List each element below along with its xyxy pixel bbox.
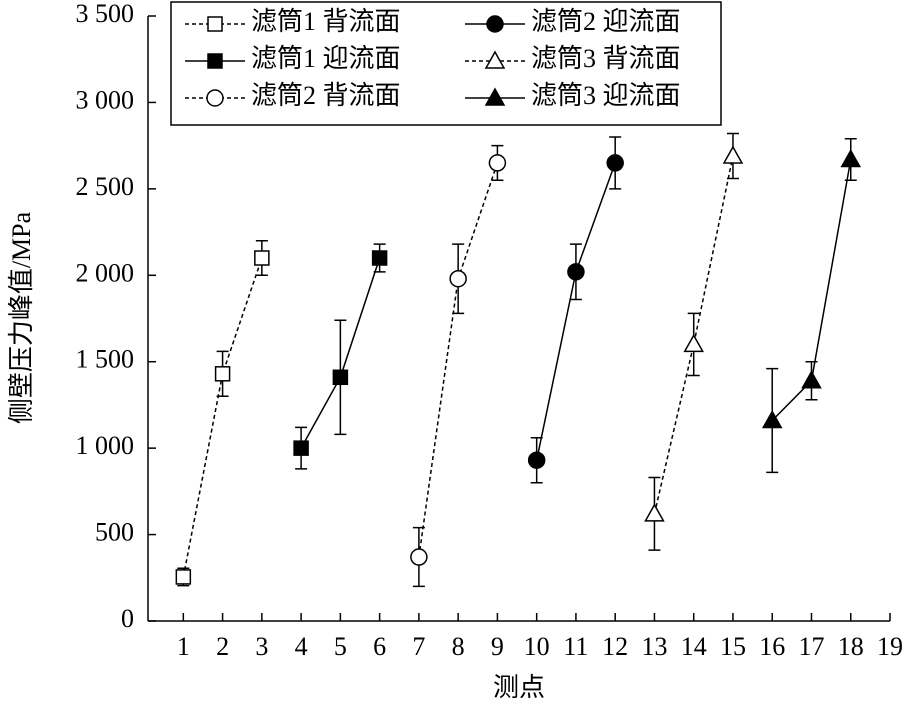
legend-marker	[484, 50, 506, 69]
x-tick-label: 17	[798, 632, 824, 661]
legend-label: 滤筒2 迎流面	[531, 7, 681, 36]
y-tick-label: 1 500	[76, 345, 135, 374]
legend-label: 滤筒3 迎流面	[531, 81, 681, 110]
x-tick-label: 16	[759, 632, 785, 661]
legend-marker	[484, 87, 506, 106]
x-tick-label: 10	[524, 632, 550, 661]
y-tick-label: 2 500	[76, 172, 135, 201]
data-point	[254, 250, 270, 266]
x-tick-label: 8	[452, 632, 465, 661]
x-tick-label: 11	[563, 632, 588, 661]
x-tick-label: 18	[838, 632, 864, 661]
data-point	[761, 409, 783, 429]
y-tick-label: 2 000	[76, 258, 135, 287]
data-point	[293, 440, 309, 456]
x-tick-label: 5	[334, 632, 347, 661]
x-tick-label: 2	[216, 632, 229, 661]
x-tick-label: 13	[641, 632, 667, 661]
x-tick-label: 12	[602, 632, 628, 661]
x-tick-label: 19	[877, 632, 903, 661]
series-line	[653, 155, 734, 514]
data-point	[567, 263, 585, 281]
legend-marker	[486, 15, 504, 33]
data-point	[371, 250, 388, 266]
data-point	[606, 154, 624, 172]
data-point	[683, 333, 704, 353]
y-axis-label: 侧壁压力峰值/MPa	[7, 211, 36, 424]
legend-label: 滤筒2 背流面	[251, 81, 401, 110]
y-tick-label: 500	[95, 518, 134, 547]
x-tick-label: 4	[295, 632, 308, 661]
data-point	[214, 366, 231, 382]
legend-marker	[207, 53, 223, 69]
legend-box	[170, 1, 722, 126]
legend-label: 滤筒1 背流面	[251, 7, 401, 36]
legend-label: 滤筒3 背流面	[531, 44, 681, 73]
y-tick-label: 0	[121, 604, 134, 633]
data-point	[175, 569, 192, 585]
y-tick-label: 1 000	[76, 431, 135, 460]
data-point	[488, 154, 507, 172]
x-tick-label: 9	[491, 632, 504, 661]
series-line	[418, 162, 499, 558]
x-tick-label: 3	[255, 632, 268, 661]
y-tick-label: 3 000	[76, 85, 135, 114]
y-tick-label: 3 500	[76, 0, 135, 28]
x-tick-label: 15	[720, 632, 746, 661]
legend-marker	[207, 16, 223, 32]
data-point	[722, 145, 744, 164]
x-tick-label: 6	[373, 632, 386, 661]
data-point	[801, 370, 822, 389]
x-tick-label: 7	[412, 632, 425, 661]
data-point	[410, 548, 428, 566]
data-point	[332, 369, 349, 386]
data-point	[840, 148, 862, 168]
series-line	[182, 257, 263, 578]
data-point	[449, 269, 467, 288]
data-point	[644, 503, 665, 522]
series-line	[535, 162, 616, 461]
x-axis-label: 测点	[493, 673, 545, 702]
x-tick-label: 1	[177, 632, 190, 661]
x-tick-label: 14	[681, 632, 707, 661]
legend-label: 滤筒1 迎流面	[251, 44, 401, 73]
legend-marker	[206, 89, 224, 107]
data-point	[527, 451, 546, 469]
